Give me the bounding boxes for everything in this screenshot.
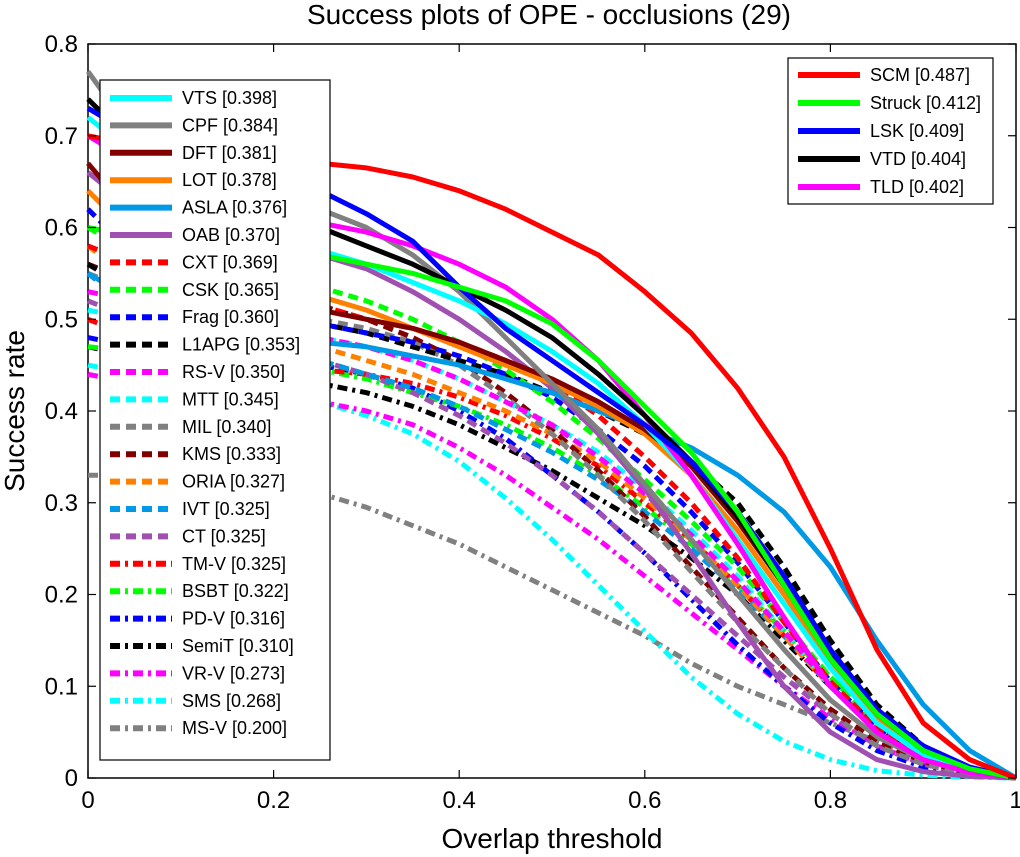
legend-label-ct: CT [0.325] — [182, 526, 266, 546]
legend-label-struck: Struck [0.412] — [870, 93, 981, 113]
legend-label-vr-v: VR-V [0.273] — [182, 663, 285, 683]
series-line-rs-v — [87, 289, 1017, 781]
x-tick-label: 0.6 — [628, 787, 661, 814]
x-axis-label: Overlap threshold — [441, 823, 662, 854]
legend-label-scm: SCM [0.487] — [870, 65, 970, 85]
legend-label-mil: MIL [0.340] — [182, 417, 271, 437]
series-line-mil — [87, 271, 1017, 781]
y-tick-label: 0.2 — [45, 582, 78, 609]
legend-label-cxt: CXT [0.369] — [182, 252, 278, 272]
y-tick-label: 0.3 — [45, 490, 78, 517]
chart-title: Success plots of OPE - occlusions (29) — [307, 0, 791, 30]
legend-left: VTS [0.398] CPF [0.384] DFT [0.381] LOT [0.… — [99, 79, 331, 761]
legend-label-kms: KMS [0.333] — [182, 444, 281, 464]
x-tick-label: 0.8 — [814, 787, 847, 814]
legend-label-tld: TLD [0.402] — [870, 177, 964, 197]
legend-label-tm-v: TM-V [0.325] — [182, 554, 286, 574]
legend-label-oab: OAB [0.370] — [182, 225, 280, 245]
x-tick-label: 0.4 — [443, 787, 476, 814]
legend-label-csk: CSK [0.365] — [182, 280, 279, 300]
y-tick-label: 0.5 — [45, 306, 78, 333]
y-tick-label: 0.6 — [45, 215, 78, 242]
y-tick-label: 0.4 — [45, 398, 78, 425]
legend-label-asla: ASLA [0.376] — [182, 198, 287, 218]
legend-label-ivt: IVT [0.325] — [182, 499, 270, 519]
tick-layer: 0 0.2 0.4 0.6 0.8 1 0 0.1 0.2 0.3 0.4 0.5 0.6 0.7 0.8 — [45, 31, 1020, 814]
legend-label-ms-v: MS-V [0.200] — [182, 718, 287, 738]
plot-area: 0 0.2 0.4 0.6 0.8 100.10.20.30.40.50.60.70.8 … — [45, 31, 1020, 814]
legend-label-cpf: CPF [0.384] — [182, 115, 278, 135]
x-tick-label: 1 — [1009, 787, 1020, 814]
y-tick-label: 0.8 — [45, 31, 78, 58]
legend-label-sms: SMS [0.268] — [182, 691, 281, 711]
legend-label-semit: SemiT [0.310] — [182, 636, 294, 656]
legend-label-lot: LOT [0.378] — [182, 170, 277, 190]
x-tick-label: 0 — [81, 787, 94, 814]
legend-label-lsk: LSK [0.409] — [870, 121, 964, 141]
legend-label-l1apg: L1APG [0.353] — [182, 335, 300, 355]
y-tick-label: 0.7 — [45, 123, 78, 150]
legend-label-dft: DFT [0.381] — [182, 143, 277, 163]
legend-label-pd-v: PD-V [0.316] — [182, 609, 285, 629]
y-tick-label: 0 — [65, 765, 78, 792]
legend-right: SCM [0.487] Struck [0.412] LSK [0.409] VTD … — [787, 57, 994, 205]
y-tick-label: 0.1 — [45, 673, 78, 700]
series-line-ivt — [86, 271, 1017, 781]
legend-label-oria: ORIA [0.327] — [182, 472, 285, 492]
legend-label-vts: VTS [0.398] — [182, 88, 277, 108]
x-tick-label: 0.2 — [257, 787, 290, 814]
series-line-sms — [87, 362, 1017, 781]
y-axis-label: Success rate — [0, 330, 30, 492]
legend-label-frag: Frag [0.360] — [182, 307, 279, 327]
series-line-kms — [87, 261, 1017, 781]
legend-label-vtd: VTD [0.404] — [870, 149, 966, 169]
legend-label-mtt: MTT [0.345] — [182, 389, 279, 409]
legend-label-bsbt: BSBT [0.322] — [182, 581, 289, 601]
legend-label-rs-v: RS-V [0.350] — [182, 362, 285, 382]
series-line-pd-v — [87, 335, 1017, 781]
